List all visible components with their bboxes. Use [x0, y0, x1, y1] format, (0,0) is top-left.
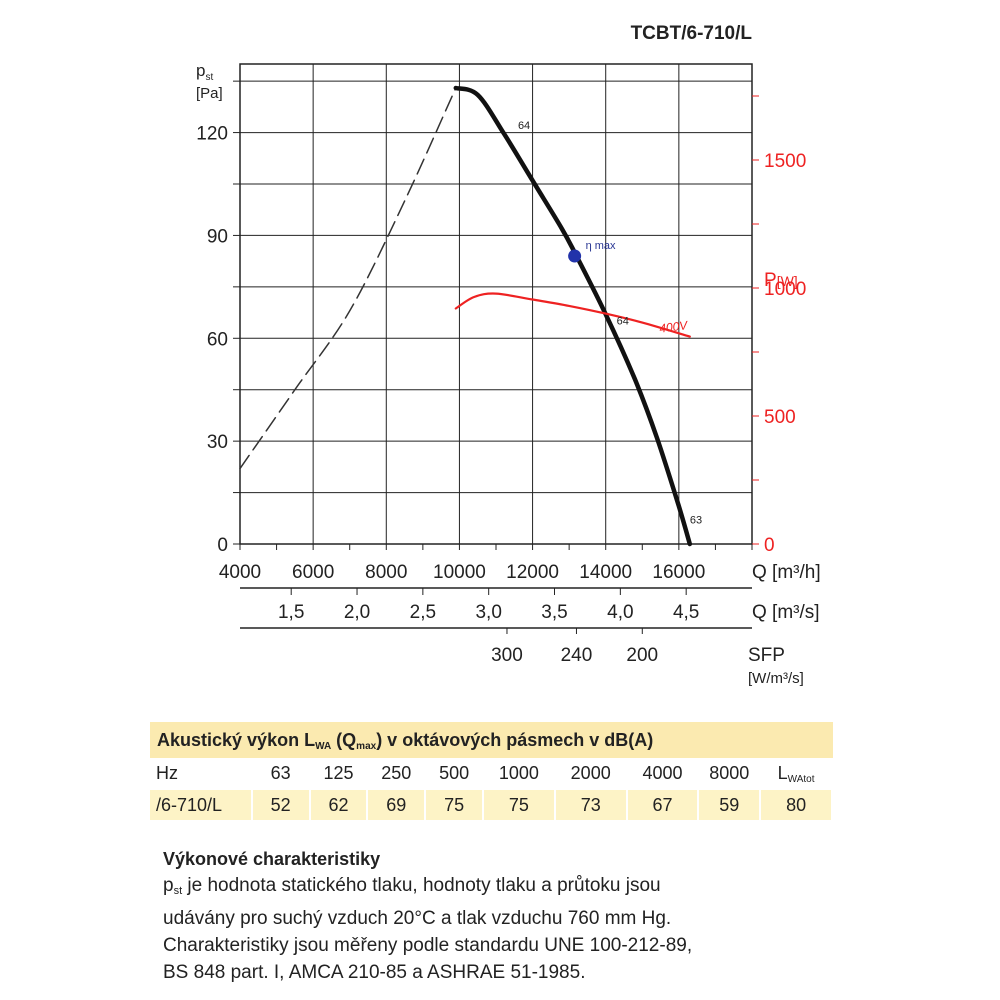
sfp-axis-tick-label: 240 [561, 645, 593, 666]
description-line-1-sub: st [173, 885, 183, 897]
x-axis-m3s-label: Q [m³/s] [752, 602, 820, 623]
total-header-sub: WAtot [787, 774, 815, 785]
series-layer: 400V 64 η max 64 63 [239, 85, 702, 547]
total-header: LWAtot [761, 758, 831, 788]
y2-axis-tick-label: 1000 [764, 279, 806, 300]
performance-description: Výkonové charakteristiky pst je hodnota … [163, 846, 863, 986]
acoustic-title-sub-wa: WA [315, 741, 332, 752]
description-title: Výkonové charakteristiky [163, 849, 381, 869]
description-line-3: Charakteristiky jsou měřeny podle standa… [163, 935, 693, 956]
y-axis-tick-label: 120 [196, 124, 228, 145]
acoustic-table: Akustický výkon LWA (Qmax) v oktávových … [150, 722, 833, 820]
description-line-4: BS 848 part. I, AMCA 210-85 a ASHRAE 51-… [163, 962, 586, 983]
y2-axis-tick-label: 500 [764, 407, 796, 428]
x-axis-m3s-tick-label: 4,0 [607, 602, 633, 623]
y2-axis-label: P [764, 270, 777, 291]
freq-250: 250 [381, 763, 412, 783]
y2-axis-tick-label: 0 [764, 535, 775, 556]
x-axis-m3s-tick-label: 2,5 [410, 602, 436, 623]
power-curve-label: 400V [658, 318, 689, 335]
curve-annotation: η max [586, 240, 616, 252]
x-axis-tick-label: 4000 [219, 562, 261, 583]
y2-axis-title: P[W] [764, 270, 798, 291]
x-axis-tick-label: 6000 [292, 562, 334, 583]
y-axis-tick-label: 30 [207, 432, 228, 453]
sfp-axis-unit: [W/m³/s] [748, 670, 804, 687]
x-axis-tick-label: 10000 [433, 562, 486, 583]
acoustic-header-label: Hz [156, 763, 178, 783]
acoustic-title-post: ) v oktávových pásmech v dB(A) [376, 730, 654, 750]
model-title: TCBT/6-710/L [631, 23, 753, 44]
freq-8000: 8000 [709, 763, 750, 783]
value-total: 80 [761, 790, 831, 820]
freq-125: 125 [323, 763, 354, 783]
x-axis-m3s-tick-label: 4,5 [673, 602, 699, 623]
sfp-axis-label: SFP [748, 645, 785, 666]
x-axis-tick-label: 16000 [652, 562, 705, 583]
chart-grid [240, 64, 752, 544]
sfp-axis-tick-label: 300 [491, 645, 523, 666]
value-250: 69 [368, 790, 425, 820]
eta-max-marker [568, 249, 582, 263]
y-axis-unit: [Pa] [196, 85, 223, 102]
stall-curve-line [239, 87, 457, 470]
value-2000: 73 [555, 790, 626, 820]
axes-layer: 0 30 60 90 120 0 500 1000 1500 4000 6000 8000 10000 1… [196, 80, 806, 666]
acoustic-values-row: /6-710/L 52 62 69 75 75 73 67 59 80 [150, 790, 833, 820]
description-line-1: pst je hodnota statického tlaku, hodnoty… [163, 872, 863, 905]
power-curve-line [454, 292, 691, 338]
pressure-curve-line [453, 85, 693, 547]
acoustic-header-row: Hz 63 125 250 500 1000 2000 4000 8000 LW… [150, 758, 833, 788]
y-axis-title: pst [196, 61, 213, 83]
curve-annotation: 64 [518, 120, 530, 132]
value-4000: 67 [627, 790, 698, 820]
description-line-1-post: je hodnota statického tlaku, hodnoty tla… [182, 875, 661, 896]
curve-annotation: 64 [617, 316, 629, 328]
x-axis-m3s-tick-label: 3,0 [475, 602, 501, 623]
y-axis-label: p [196, 61, 205, 80]
value-125: 62 [310, 790, 367, 820]
x-axis-tick-label: 12000 [506, 562, 559, 583]
value-63: 52 [252, 790, 309, 820]
total-header-main: L [777, 763, 788, 783]
freq-4000: 4000 [642, 763, 683, 783]
x-axis-tick-label: 14000 [579, 562, 632, 583]
y-axis-tick-label: 90 [207, 226, 228, 247]
sfp-axis-tick-label: 200 [626, 645, 658, 666]
acoustic-title: Akustický výkon LWA (Qmax) v oktávových … [150, 722, 833, 758]
freq-500: 500 [439, 763, 470, 783]
y2-axis-tick-label: 1500 [764, 151, 806, 172]
value-500: 75 [426, 790, 483, 820]
acoustic-title-sub-max: max [356, 741, 377, 752]
acoustic-title-mid: (Q [331, 730, 357, 750]
acoustic-title-pre: Akustický výkon L [157, 730, 316, 750]
acoustic-row-label: /6-710/L [150, 790, 251, 820]
x-axis-m3h-label: Q [m³/h] [752, 562, 821, 583]
y-axis-tick-label: 0 [217, 535, 228, 556]
value-1000: 75 [484, 790, 554, 820]
freq-63: 63 [270, 763, 291, 783]
y2-axis-unit: [W] [777, 273, 798, 289]
y-axis-tick-label: 60 [207, 329, 228, 350]
plot-frame [239, 63, 753, 545]
freq-1000: 1000 [498, 763, 539, 783]
x-axis-tick-label: 8000 [365, 562, 407, 583]
value-8000: 59 [699, 790, 760, 820]
description-line-1-pre: p [163, 875, 174, 896]
x-axis-m3s-tick-label: 2,0 [344, 602, 370, 623]
freq-2000: 2000 [570, 763, 611, 783]
y-axis-label-sub: st [205, 72, 213, 83]
description-line-2: udávány pro suchý vzduch 20°C a tlak vzd… [163, 908, 672, 929]
x-axis-m3s-tick-label: 1,5 [278, 602, 304, 623]
curve-annotation: 63 [690, 514, 702, 526]
x-axis-m3s-tick-label: 3,5 [541, 602, 567, 623]
